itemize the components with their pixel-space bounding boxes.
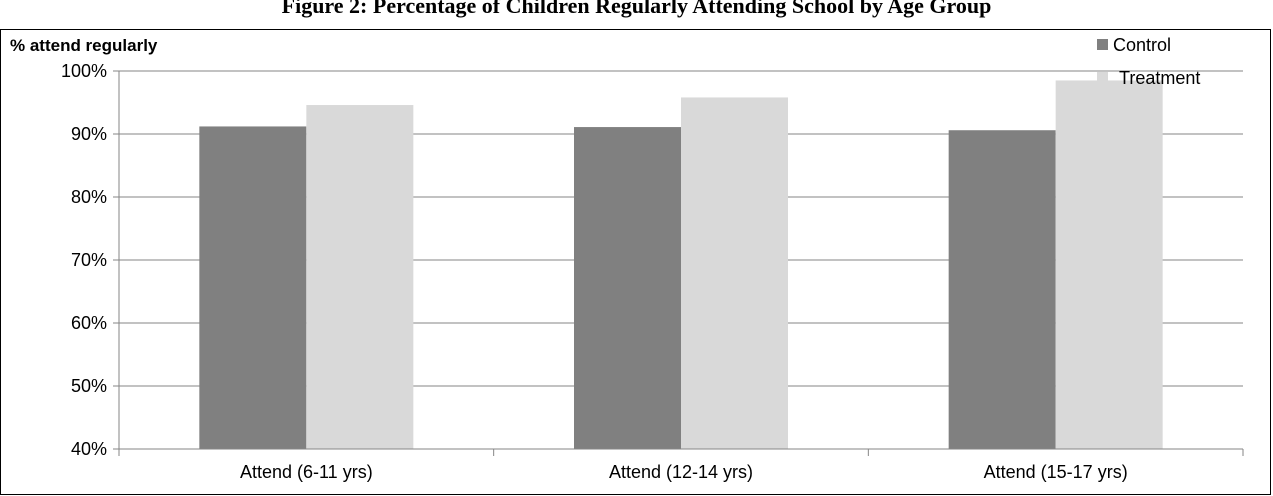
y-tick-label: 100% bbox=[61, 61, 107, 81]
x-tick-label: Attend (6-11 yrs) bbox=[240, 462, 373, 482]
bar-control bbox=[574, 127, 681, 449]
y-tick-label: 40% bbox=[71, 439, 107, 459]
chart-title: Figure 2: Percentage of Children Regular… bbox=[281, 0, 992, 18]
legend-label-treatment: Treatment bbox=[1119, 68, 1200, 88]
legend-label-control: Control bbox=[1113, 35, 1171, 55]
y-tick-label: 60% bbox=[71, 313, 107, 333]
y-tick-label: 80% bbox=[71, 187, 107, 207]
y-tick-label: 90% bbox=[71, 124, 107, 144]
legend-swatch-treatment bbox=[1097, 72, 1108, 83]
x-tick-label: Attend (15-17 yrs) bbox=[984, 462, 1128, 482]
bar-treatment bbox=[306, 105, 414, 450]
legend-swatch-control bbox=[1097, 39, 1108, 50]
y-tick-label: 50% bbox=[71, 376, 107, 396]
bar-treatment bbox=[1055, 80, 1163, 449]
y-tick-label: 70% bbox=[71, 250, 107, 270]
bar-control bbox=[199, 126, 307, 449]
x-tick-label: Attend (12-14 yrs) bbox=[609, 462, 753, 482]
y-axis-title: % attend regularly bbox=[10, 36, 158, 55]
bar-control bbox=[948, 130, 1056, 449]
bar-treatment bbox=[681, 97, 788, 450]
